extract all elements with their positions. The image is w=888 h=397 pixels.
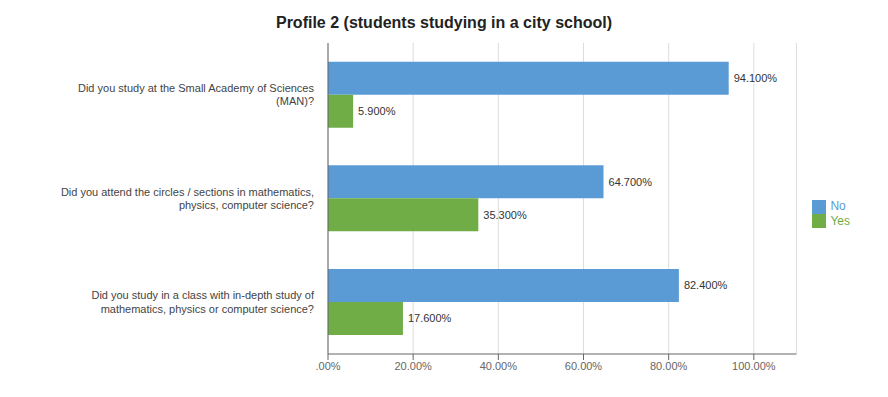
svg-text:100.00%: 100.00%	[732, 360, 776, 372]
svg-text:Did you study in a class with: Did you study in a class with in-depth s…	[91, 289, 315, 314]
svg-text:20.00%: 20.00%	[395, 360, 433, 372]
svg-text:82.400%: 82.400%	[684, 279, 728, 291]
svg-text:35.300%: 35.300%	[483, 209, 527, 221]
svg-text:80.00%: 80.00%	[650, 360, 688, 372]
svg-text:64.700%: 64.700%	[609, 176, 653, 188]
html-text:Yes: Yes	[830, 213, 850, 228]
svg-text:94.100%: 94.100%	[734, 72, 778, 84]
html-text:No: No	[830, 198, 846, 213]
svg-text:Did you attend the circles / s: Did you attend the circles / sections in…	[61, 186, 314, 211]
html-text:Profile 2 (students studying i: Profile 2 (students studying in a city s…	[276, 14, 612, 31]
svg-text:40.00%: 40.00%	[480, 360, 518, 372]
svg-text:.00%: .00%	[315, 360, 340, 372]
svg-text:5.900%: 5.900%	[358, 105, 396, 117]
svg-text:60.00%: 60.00%	[565, 360, 603, 372]
svg-text:Did you study at the Small Aca: Did you study at the Small Academy of Sc…	[78, 82, 315, 107]
svg-text:17.600%: 17.600%	[408, 312, 452, 324]
